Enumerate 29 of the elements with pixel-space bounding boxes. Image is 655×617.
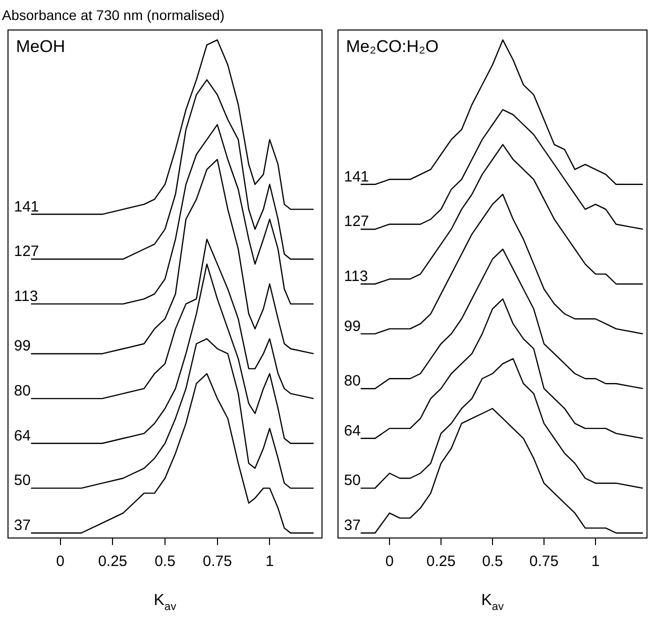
series-label: 127 xyxy=(344,213,370,230)
series-label: 80 xyxy=(344,372,361,390)
series-label: 113 xyxy=(14,288,38,305)
x-tick-label: 1 xyxy=(265,553,274,570)
series-label: 99 xyxy=(14,338,31,355)
series-label: 113 xyxy=(344,268,368,285)
series-label: 141 xyxy=(14,198,40,216)
x-tick-label: 0.5 xyxy=(154,553,176,570)
series-label: 37 xyxy=(344,517,361,534)
series-label: 141 xyxy=(344,168,370,186)
series-label: 64 xyxy=(14,427,31,444)
series-label: 50 xyxy=(14,472,31,490)
x-tick-label: 0.5 xyxy=(482,553,503,570)
chart-title: Me₂CO:H₂O xyxy=(346,37,439,56)
x-tick-label: 0.25 xyxy=(426,553,456,570)
series-label: 37 xyxy=(14,517,31,534)
series-label: 80 xyxy=(14,382,31,400)
x-tick-label: 0.75 xyxy=(202,553,232,570)
y-axis-title: Absorbance at 730 nm (normalised) xyxy=(2,7,225,23)
chart-title: MeOH xyxy=(16,37,66,56)
x-tick-label: 0.25 xyxy=(98,553,128,570)
series-label: 127 xyxy=(14,243,40,260)
series-label: 64 xyxy=(344,422,361,440)
x-tick-label: 0 xyxy=(56,553,65,570)
series-label: 50 xyxy=(344,472,361,490)
x-tick-label: 1 xyxy=(591,553,600,570)
x-tick-label: 0.75 xyxy=(529,553,559,570)
x-tick-label: 0 xyxy=(385,553,394,570)
series-label: 99 xyxy=(344,318,361,335)
